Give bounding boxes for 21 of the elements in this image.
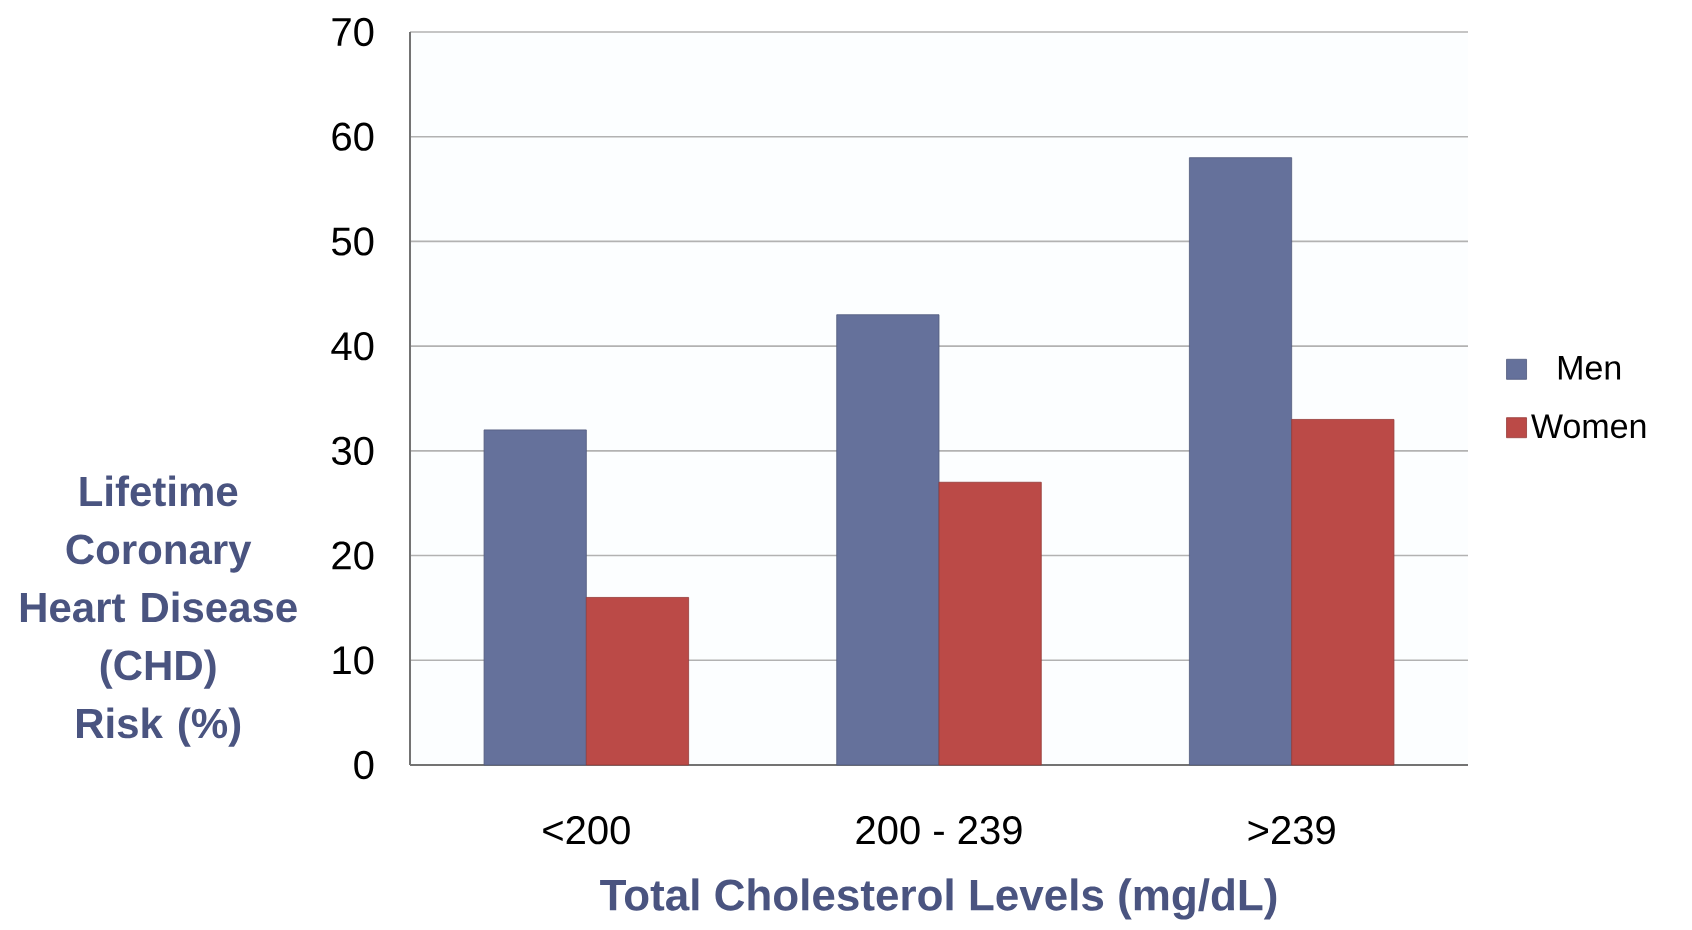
bar	[938, 481, 1042, 766]
y-tick-label: 40	[331, 331, 374, 361]
y-tick-label: 60	[332, 122, 374, 151]
x-tick-label: >239	[1248, 816, 1335, 845]
bar	[1188, 157, 1293, 766]
y-tick-label: 50	[332, 227, 374, 256]
x-tick-label: <200	[543, 816, 630, 845]
y-tick-label: 10	[333, 646, 374, 675]
x-axis-title: Total Cholesterol Levels (mg/dL)	[600, 878, 1277, 920]
y-tick-label: 30	[331, 436, 374, 465]
legend-label: Women	[1531, 414, 1646, 439]
bar	[483, 429, 587, 766]
y-tick-label: 70	[332, 17, 374, 47]
y-tick-label: 20	[332, 541, 374, 570]
x-tick-label: 200 - 239	[856, 816, 1022, 845]
bar	[836, 314, 940, 766]
bar	[585, 597, 690, 766]
legend-label: Men	[1558, 356, 1621, 380]
y-axis-title: Lifetime Coronary Heart Disease (CHD) Risk (%)	[20, 475, 297, 747]
y-tick-label: 0	[354, 750, 374, 780]
bar	[1291, 419, 1395, 766]
